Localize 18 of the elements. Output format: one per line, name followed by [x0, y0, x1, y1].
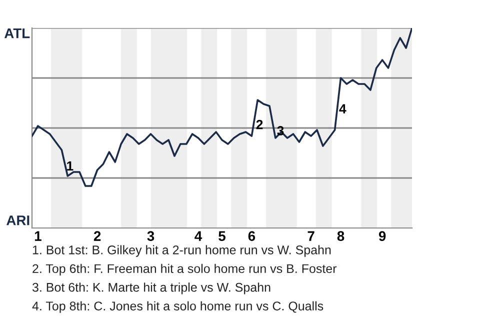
x-tick-label: 3	[147, 231, 154, 241]
x-tick-label: 1	[34, 231, 42, 241]
x-tick-label: 2	[94, 231, 101, 241]
text: 3. Bot 6th: K. Marte hit a triple vs W. Spahn	[32, 282, 270, 294]
text: 1. Bot 1st: B. Gilkey hit a 2-run home run vs W. Spahn	[32, 245, 331, 257]
x-tick-label: 7	[308, 231, 314, 241]
text: ATL	[4, 28, 30, 38]
x-tick-label: 6	[248, 231, 256, 241]
annotation: 4	[339, 104, 346, 114]
annotation: 1	[67, 161, 74, 170]
x-tick-label: 4	[194, 231, 202, 241]
x-tick-label: 5	[218, 231, 226, 241]
x-tick-label: 9	[378, 231, 386, 241]
text: 2. Top 6th: F. Freeman hit a solo home run vs B. Foster	[32, 264, 337, 276]
text: 4. Top 8th: C. Jones hit a solo home run vs C. Qualls	[32, 301, 324, 313]
text: ARI	[6, 216, 30, 226]
x-tick-label: 8	[337, 231, 344, 241]
annotation: 2	[256, 120, 263, 130]
